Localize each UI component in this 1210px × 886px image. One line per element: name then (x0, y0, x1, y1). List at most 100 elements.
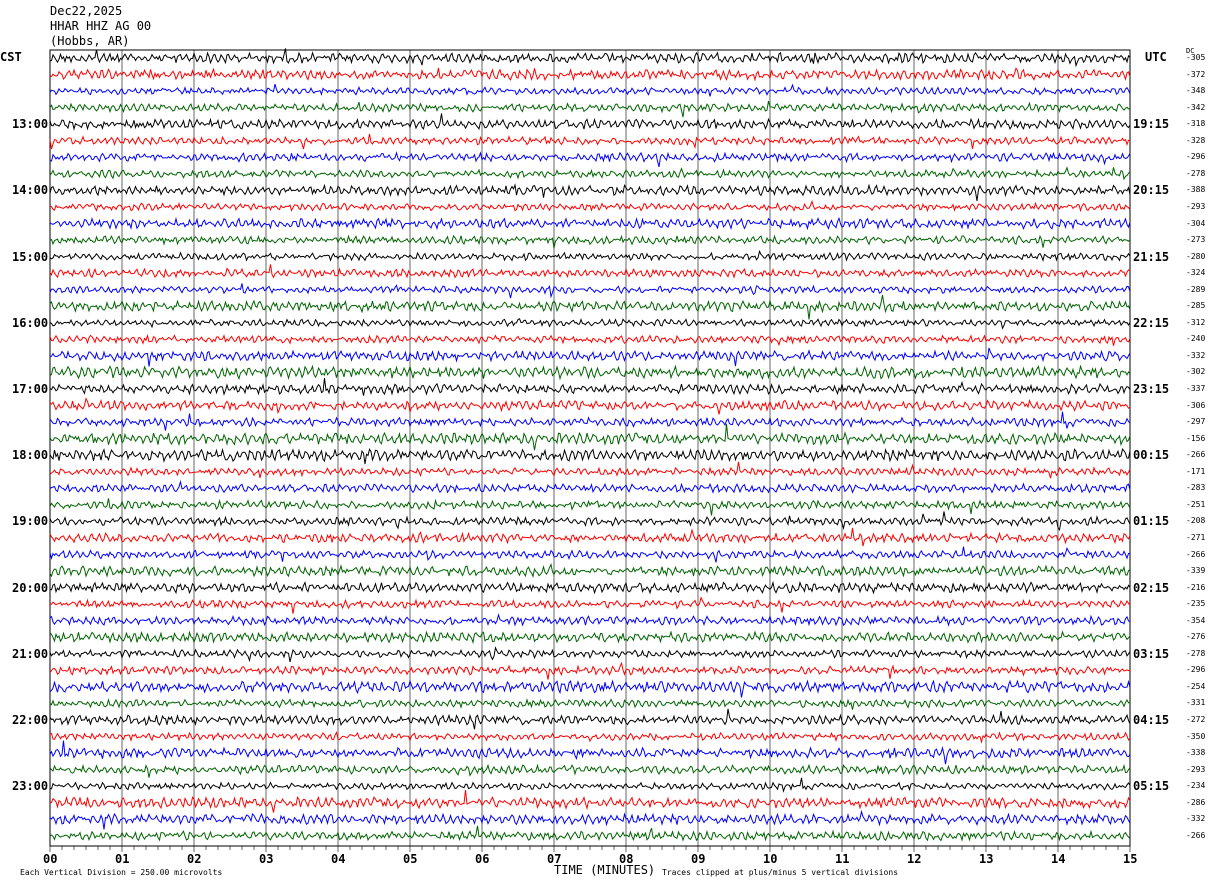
dc-offset-label: -332 (1186, 814, 1206, 824)
left-hour-label: 19:00 (12, 514, 49, 529)
left-hour-label: 22:00 (12, 713, 49, 727)
seismic-trace (49, 48, 1131, 68)
right-hour-label: 21:15 (1133, 249, 1170, 264)
clip-note: Traces clipped at plus/minus 5 vertical … (662, 868, 899, 877)
dc-offset-label: -342 (1186, 102, 1206, 112)
seismic-trace (49, 234, 1131, 249)
dc-offset-label: -296 (1186, 152, 1206, 162)
seismic-trace (49, 740, 1131, 765)
dc-offset-label: -372 (1186, 69, 1206, 79)
seismic-trace (49, 630, 1131, 645)
dc-offset-label: -388 (1186, 185, 1206, 195)
seismic-trace (49, 730, 1131, 744)
dc-offset-label: -338 (1186, 748, 1206, 758)
dc-offset-label: -332 (1186, 350, 1206, 360)
right-timezone: UTC (1145, 50, 1167, 64)
dc-offset-label: -348 (1186, 86, 1206, 96)
seismic-trace (49, 546, 1131, 563)
seismic-trace (49, 377, 1131, 396)
seismic-trace (49, 411, 1131, 431)
x-tick-label: 05 (403, 852, 418, 866)
x-tick-label: 09 (691, 852, 706, 866)
dc-offset-label: -276 (1186, 632, 1206, 642)
x-tick-label: 11 (835, 852, 850, 866)
dc-offset-label: -156 (1186, 433, 1206, 443)
dc-offset-label: -324 (1186, 268, 1206, 278)
dc-offset-label: -234 (1186, 781, 1206, 791)
seismic-trace (49, 113, 1131, 131)
dc-offset-label: -302 (1186, 367, 1206, 377)
right-hour-label: 01:15 (1133, 514, 1170, 529)
dc-offset-label: -339 (1186, 566, 1206, 576)
seismic-trace (49, 264, 1131, 279)
right-hour-label: 20:15 (1133, 183, 1170, 198)
left-hour-label: 23:00 (12, 779, 49, 794)
left-hour-label: 15:00 (12, 249, 49, 264)
dc-offset-label: -293 (1186, 764, 1206, 774)
seismic-trace (49, 283, 1131, 299)
left-hour-label: 20:00 (12, 580, 49, 595)
x-tick-label: 10 (763, 852, 778, 866)
seismic-trace (49, 83, 1131, 97)
dc-offset-label: -171 (1186, 466, 1206, 476)
seismic-trace (49, 461, 1131, 479)
dc-offset-label: -350 (1186, 731, 1206, 741)
right-hour-label: 19:15 (1133, 117, 1170, 132)
left-timezone: CST (0, 50, 22, 64)
right-hour-label: 22:15 (1133, 315, 1170, 330)
seismic-trace (49, 199, 1131, 213)
x-tick-label: 06 (475, 852, 490, 866)
left-hour-label: 13:00 (12, 117, 49, 132)
seismic-trace (49, 777, 1131, 793)
dc-offset-label: -285 (1186, 301, 1206, 311)
location-label: (Hobbs, AR) (50, 34, 130, 48)
seismic-trace (49, 613, 1131, 627)
seismic-trace (49, 527, 1131, 547)
dc-offset-label: -266 (1186, 830, 1206, 840)
dc-offset-label: -273 (1186, 235, 1206, 245)
seismic-trace (49, 423, 1131, 451)
seismic-trace (49, 562, 1131, 578)
dc-offset-label: -337 (1186, 384, 1206, 393)
seismic-trace (49, 294, 1131, 320)
station-label: HHAR HHZ AG 00 (50, 19, 152, 33)
dc-label: DC (1186, 47, 1195, 55)
left-hour-label: 17:00 (12, 382, 49, 396)
x-tick-label: 07 (547, 852, 562, 866)
seismic-trace (49, 809, 1131, 830)
dc-offset-label: -331 (1186, 698, 1206, 708)
dc-offset-label: -251 (1186, 499, 1206, 509)
dc-offset-label: -293 (1186, 201, 1206, 211)
dc-offset-label: -271 (1186, 532, 1206, 542)
seismic-trace (49, 498, 1131, 516)
x-tick-label: 02 (187, 852, 202, 866)
dc-offset-label: -272 (1186, 715, 1206, 724)
seismic-trace (49, 347, 1131, 367)
scale-note: Each Vertical Division = 250.00 microvol… (20, 868, 223, 877)
seismic-trace (49, 661, 1131, 680)
seismic-trace (49, 679, 1131, 698)
seismic-trace (49, 216, 1131, 231)
dc-offset-label: -306 (1186, 400, 1206, 410)
dc-offset-label: -328 (1186, 135, 1206, 145)
seismic-trace (49, 249, 1131, 262)
dc-offset-label: -278 (1186, 168, 1206, 178)
x-tick-label: 15 (1123, 852, 1138, 866)
dc-offset-label: -354 (1186, 615, 1206, 625)
seismic-trace (49, 763, 1131, 778)
right-hour-label: 02:15 (1133, 580, 1170, 595)
seismic-trace (49, 100, 1131, 118)
dc-offset-label: -318 (1186, 119, 1206, 129)
x-tick-label: 04 (331, 852, 346, 866)
dc-offset-label: -312 (1186, 317, 1206, 327)
right-hour-label: 04:15 (1133, 713, 1170, 727)
left-hour-label: 16:00 (12, 315, 49, 330)
right-hour-label: 00:15 (1133, 448, 1170, 463)
x-axis-label: TIME (MINUTES) (554, 863, 656, 877)
seismic-trace (49, 447, 1131, 465)
dc-offset-label: -296 (1186, 665, 1206, 675)
right-hour-label: 23:15 (1133, 382, 1170, 396)
seismic-trace (49, 479, 1131, 494)
seismic-trace (49, 646, 1131, 663)
